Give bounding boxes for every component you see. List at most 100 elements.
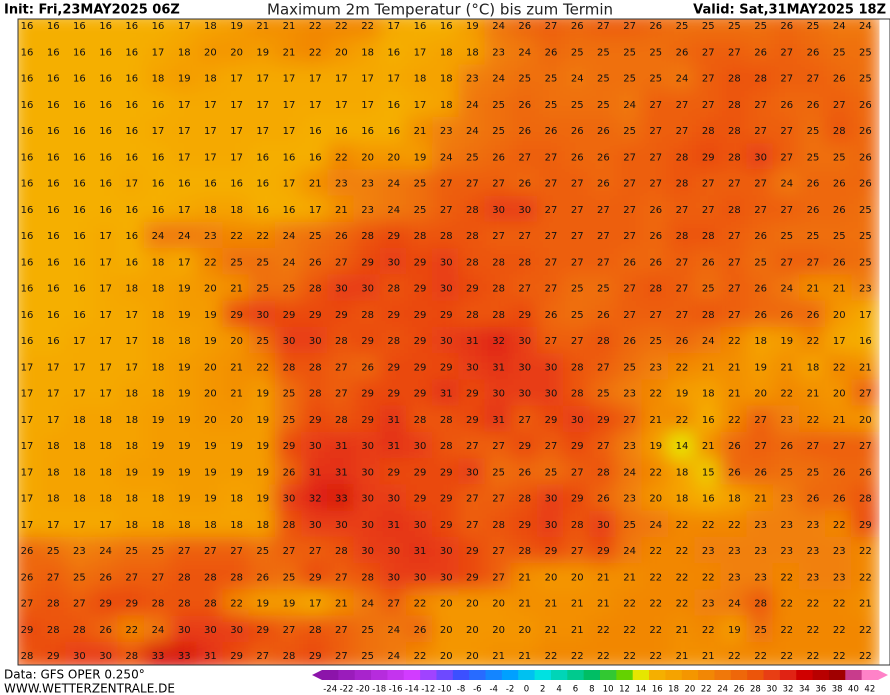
temperature-cell: [615, 431, 644, 461]
temperature-label: 22: [309, 21, 322, 32]
colorbar-swatch: [452, 670, 470, 680]
temperature-label: 24: [387, 205, 400, 216]
temperature-cell: [563, 405, 592, 434]
temperature-label: 29: [283, 441, 296, 452]
temperature-label: 24: [283, 257, 296, 268]
temperature-cell: [327, 169, 356, 198]
temperature-label: 27: [807, 441, 820, 452]
temperature-cell: [301, 563, 330, 592]
temperature-label: 28: [414, 231, 427, 242]
temperature-label: 30: [414, 441, 427, 452]
temperature-cell: [379, 64, 408, 93]
temperature-cell: [851, 589, 880, 618]
temperature-cell: [379, 90, 408, 119]
colorbar-swatch: [436, 670, 454, 680]
temperature-cell: [327, 248, 356, 277]
temperature-cell: [353, 510, 382, 539]
temperature-label: 20: [440, 651, 453, 662]
temperature-label: 27: [649, 100, 662, 111]
temperature-cell: [798, 641, 828, 665]
temperature-cell: [39, 38, 68, 67]
temperature-label: 30: [361, 467, 374, 478]
temperature-cell: [432, 169, 461, 198]
temperature-cell: [196, 379, 225, 408]
temperature-cell: [589, 195, 618, 224]
temperature-label: 17: [21, 467, 34, 478]
temperature-label: 27: [440, 205, 453, 216]
temperature-cell: [143, 563, 173, 592]
temperature-label: 25: [466, 152, 479, 163]
temperature-label: 22: [335, 152, 348, 163]
temperature-cell: [510, 90, 539, 119]
temperature-cell: [353, 143, 382, 172]
temperature-cell: [772, 274, 801, 303]
temperature-label: 17: [21, 520, 34, 531]
colorbar-swatch: [616, 670, 634, 680]
temperature-cell: [170, 169, 199, 198]
temperature-cell: [91, 589, 120, 618]
temperature-label: 26: [545, 126, 558, 137]
temperature-label: 17: [256, 100, 269, 111]
temperature-label: 19: [466, 21, 479, 32]
temperature-label: 27: [309, 546, 322, 557]
temperature-cell: [405, 90, 435, 119]
temperature-label: 25: [283, 389, 296, 400]
colorbar-swatch: [518, 670, 536, 680]
temperature-label: 26: [21, 546, 34, 557]
temperature-label: 19: [649, 441, 662, 452]
temperature-label: 26: [309, 257, 322, 268]
temperature-cell: [484, 431, 513, 461]
temperature-cell: [39, 143, 68, 172]
temperature-cell: [379, 431, 408, 461]
temperature-cell: [772, 353, 801, 382]
temperature-label: 16: [21, 152, 34, 163]
temperature-label: 22: [571, 651, 584, 662]
temperature-label: 27: [780, 47, 793, 58]
temperature-cell: [510, 143, 539, 172]
temperature-label: 18: [178, 336, 191, 347]
temperature-cell: [667, 510, 697, 539]
temperature-label: 26: [335, 231, 348, 242]
temperature-label: 28: [361, 231, 374, 242]
temperature-label: 31: [335, 467, 348, 478]
temperature-cell: [641, 64, 670, 93]
temperature-cell: [746, 484, 775, 513]
temperature-label: 26: [754, 231, 767, 242]
temperature-label: 29: [361, 415, 374, 426]
temperature-label: 29: [440, 467, 453, 478]
temperature-label: 17: [204, 100, 217, 111]
temperature-cell: [772, 169, 801, 198]
temperature-cell: [432, 641, 461, 665]
temperature-label: 28: [676, 152, 689, 163]
temperature-label: 29: [309, 572, 322, 583]
temperature-cell: [825, 510, 854, 539]
temperature-label: 27: [545, 284, 558, 295]
temperature-cell: [615, 38, 644, 67]
temperature-cell: [798, 484, 828, 513]
temperature-label: 31: [492, 362, 505, 373]
temperature-label: 20: [387, 152, 400, 163]
temperature-label: 28: [47, 599, 60, 610]
temperature-cell: [18, 379, 42, 408]
temperature-cell: [353, 38, 382, 67]
temperature-label: 25: [728, 21, 741, 32]
temperature-label: 24: [387, 625, 400, 636]
temperature-cell: [65, 641, 94, 665]
temperature-cell: [510, 353, 539, 382]
temperature-cell: [694, 510, 723, 539]
map-frame: [17, 18, 890, 666]
temperature-cell: [432, 563, 461, 592]
temperature-cell: [563, 300, 592, 329]
temperature-label: 27: [335, 572, 348, 583]
temperature-cell: [720, 589, 749, 618]
temperature-cell: [143, 300, 173, 329]
temperature-label: 17: [99, 231, 112, 242]
temperature-cell: [720, 353, 749, 382]
temperature-cell: [301, 431, 330, 461]
temperature-cell: [641, 300, 670, 329]
temperature-label: 18: [230, 520, 243, 531]
temperature-label: 16: [99, 126, 112, 137]
temperature-cell: [720, 64, 749, 93]
temperature-label: 25: [361, 651, 374, 662]
temperature-cell: [851, 405, 880, 434]
